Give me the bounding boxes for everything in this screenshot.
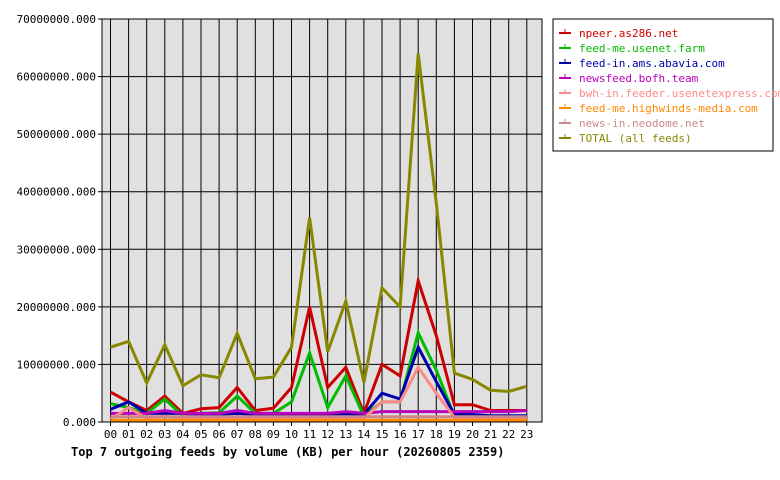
y-tick-label: 40000000.000 — [17, 186, 96, 199]
x-tick-label: 08 — [249, 428, 262, 441]
x-tick-label: 07 — [231, 428, 244, 441]
y-tick-label: 30000000.000 — [17, 243, 96, 256]
x-tick-label: 15 — [375, 428, 388, 441]
x-tick-label: 21 — [484, 428, 497, 441]
x-tick-label: 09 — [267, 428, 280, 441]
series-layer — [109, 53, 528, 422]
series-line-7 — [110, 53, 528, 394]
plot-frame — [101, 18, 543, 423]
legend-item-label: feed-me.highwinds-media.com — [579, 102, 758, 115]
x-tick-label: 17 — [412, 428, 425, 441]
y-tick-label: 50000000.000 — [17, 128, 96, 141]
legend-item-label: bwh-in.feeder.usenetexpress.com — [579, 87, 780, 100]
legend-item-label: news-in.neodome.net — [579, 117, 705, 130]
x-tick-label: 14 — [357, 428, 371, 441]
x-tick-label: 06 — [212, 428, 225, 441]
y-tick-label: 0.000 — [63, 416, 96, 429]
x-tick-label: 01 — [122, 428, 135, 441]
series-line-3 — [110, 408, 527, 415]
legend-item-label: newsfeed.bofh.team — [579, 72, 699, 85]
legend: npeer.as286.net feed-me.usenet.farm feed-i… — [552, 18, 780, 152]
x-tick-label: 04 — [176, 428, 190, 441]
y-tick-label: 60000000.000 — [17, 71, 96, 84]
x-tick-label: 23 — [520, 428, 533, 441]
y-tick-label: 70000000.000 — [17, 13, 96, 26]
chart-title: Top 7 outgoing feeds by volume (KB) per … — [71, 445, 504, 459]
legend-item-label: TOTAL (all feeds) — [579, 132, 692, 145]
x-tick-label: 02 — [140, 428, 153, 441]
y-tick-label: 20000000.000 — [17, 301, 96, 314]
legend-item-label: npeer.as286.net — [579, 27, 678, 40]
y-tick-label: 10000000.000 — [17, 358, 96, 371]
x-tick-label: 20 — [466, 428, 479, 441]
y-axis: 0.000 10000000.000 20000000.000 30000000.00… — [17, 13, 102, 429]
x-tick-label: 00 — [104, 428, 117, 441]
x-tick-label: 10 — [285, 428, 298, 441]
x-tick-label: 16 — [393, 428, 406, 441]
x-tick-label: 03 — [158, 428, 171, 441]
plot-background — [102, 19, 542, 422]
x-tick-label: 18 — [430, 428, 443, 441]
legend-box — [552, 18, 774, 152]
x-tick-label: 05 — [194, 428, 207, 441]
x-tick-label: 13 — [339, 428, 352, 441]
x-tick-label: 22 — [502, 428, 515, 441]
legend-item-label: feed-in.ams.abavia.com — [579, 57, 725, 70]
series-line-0 — [109, 275, 527, 418]
x-tick-label: 11 — [303, 428, 316, 441]
x-tick-label: 12 — [321, 428, 334, 441]
legend-item-label: feed-me.usenet.farm — [579, 42, 705, 55]
x-tick-label: 19 — [448, 428, 461, 441]
x-axis: 00 01 02 03 04 05 06 07 08 09 10 11 12 13 14 15 16 17 18 19… — [104, 422, 533, 441]
